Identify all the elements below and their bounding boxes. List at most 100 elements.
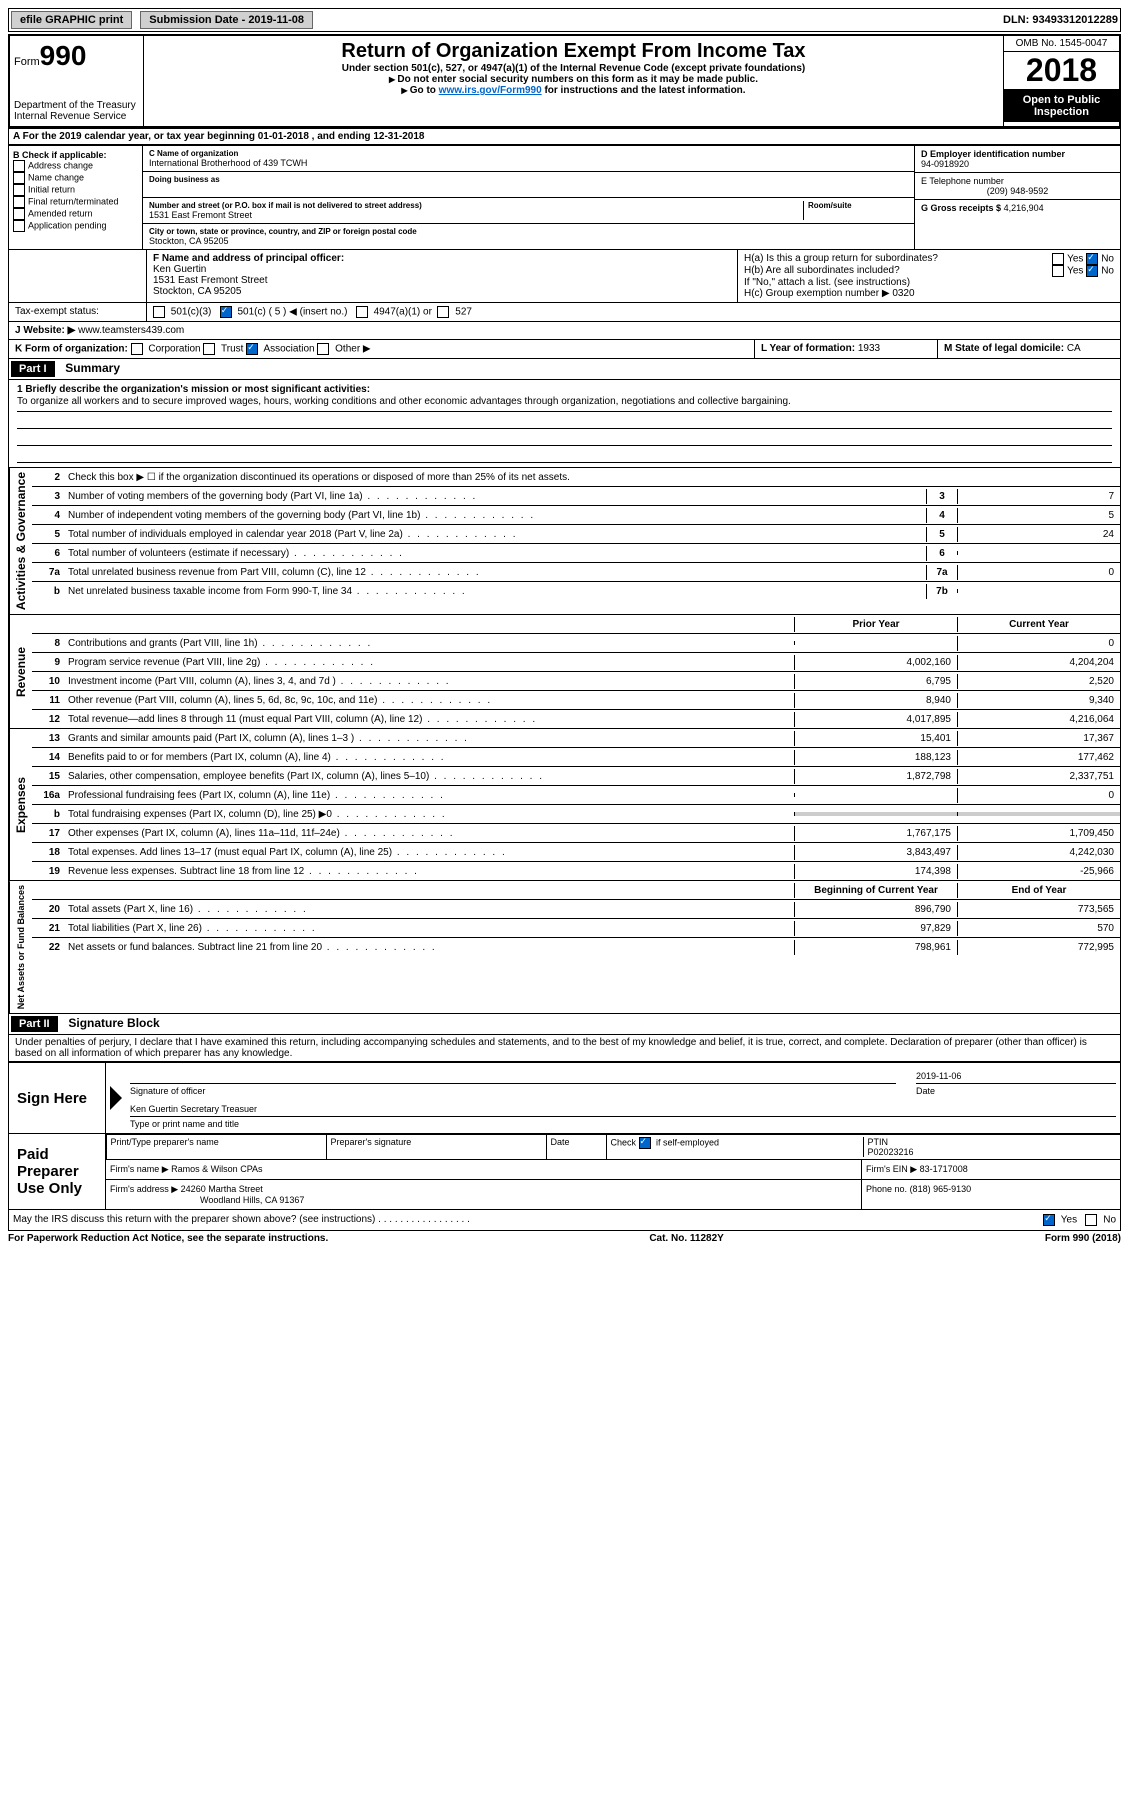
ha-yes: Yes <box>1067 254 1083 265</box>
main-info-block: B Check if applicable: Address change Na… <box>8 145 1121 250</box>
line-num: 16a <box>32 788 64 803</box>
current-value: -25,966 <box>957 864 1120 879</box>
current-value: 4,204,204 <box>957 655 1120 670</box>
sig-officer-label: Signature of officer <box>130 1086 896 1096</box>
prior-year-header: Prior Year <box>794 617 957 632</box>
mission-label: 1 Briefly describe the organization's mi… <box>17 384 370 395</box>
line-desc: Professional fundraising fees (Part IX, … <box>64 788 794 803</box>
prior-value: 3,843,497 <box>794 845 957 860</box>
chk-ha-yes[interactable] <box>1052 253 1064 265</box>
current-value: 4,216,064 <box>957 712 1120 727</box>
chk-527[interactable] <box>437 306 449 318</box>
form-word: Form <box>14 56 40 68</box>
domicile-label: M State of legal domicile: <box>944 343 1064 354</box>
current-value: 1,709,450 <box>957 826 1120 841</box>
submission-date-button[interactable]: Submission Date - 2019-11-08 <box>140 11 313 29</box>
chk-corp[interactable] <box>131 343 143 355</box>
year-form-label: L Year of formation: <box>761 343 855 354</box>
line-desc: Total liabilities (Part X, line 26) <box>64 921 794 936</box>
table-row: 15 Salaries, other compensation, employe… <box>32 767 1120 786</box>
chk-501c3[interactable] <box>153 306 165 318</box>
line-num: 9 <box>32 655 64 670</box>
chk-hb-yes[interactable] <box>1052 265 1064 277</box>
part2-header: Part II Signature Block <box>8 1014 1121 1035</box>
table-row: 7a Total unrelated business revenue from… <box>32 563 1120 582</box>
chk-hb-no[interactable] <box>1086 265 1098 277</box>
line-num: b <box>32 807 64 822</box>
prior-value: 8,940 <box>794 693 957 708</box>
current-value: 570 <box>957 921 1120 936</box>
table-row: 14 Benefits paid to or for members (Part… <box>32 748 1120 767</box>
cat-no: Cat. No. 11282Y <box>649 1233 723 1244</box>
name-title-label: Type or print name and title <box>130 1119 1116 1129</box>
chk-name-change[interactable] <box>13 172 25 184</box>
irs-link[interactable]: www.irs.gov/Form990 <box>439 85 542 96</box>
line-value: 0 <box>957 565 1120 580</box>
footer: For Paperwork Reduction Act Notice, see … <box>8 1231 1121 1246</box>
line-desc: Total number of volunteers (estimate if … <box>64 546 926 561</box>
klm-row: K Form of organization: Corporation Trus… <box>8 340 1121 359</box>
line-box: 3 <box>926 489 957 504</box>
line-num: 7a <box>32 565 64 580</box>
discuss-label: May the IRS discuss this return with the… <box>13 1214 375 1225</box>
line-desc: Number of voting members of the governin… <box>64 489 926 504</box>
line-num: 22 <box>32 940 64 955</box>
table-row: 17 Other expenses (Part IX, column (A), … <box>32 824 1120 843</box>
part2-tag: Part II <box>11 1016 58 1032</box>
officer-label: F Name and address of principal officer: <box>153 253 344 264</box>
paid-preparer-label: Paid Preparer Use Only <box>9 1134 106 1209</box>
table-row: 18 Total expenses. Add lines 13–17 (must… <box>32 843 1120 862</box>
firm-addr2: Woodland Hills, CA 91367 <box>200 1195 304 1205</box>
chk-trust[interactable] <box>203 343 215 355</box>
form-version: Form 990 (2018) <box>1045 1233 1121 1244</box>
chk-discuss-no[interactable] <box>1085 1214 1097 1226</box>
form-sub1: Under section 501(c), 527, or 4947(a)(1)… <box>148 63 999 74</box>
line-value: 7 <box>957 489 1120 504</box>
opt-501c: 501(c) ( 5 ) ◀ (insert no.) <box>237 307 347 318</box>
line-desc: Other expenses (Part IX, column (A), lin… <box>64 826 794 841</box>
dln-label: DLN: 93493312012289 <box>1003 14 1118 26</box>
chk-501c[interactable] <box>220 306 232 318</box>
chk-assoc[interactable] <box>246 343 258 355</box>
chk-application-pending[interactable] <box>13 220 25 232</box>
governance-label: Activities & Governance <box>9 468 32 614</box>
form-org-label: K Form of organization: <box>15 344 128 355</box>
omb-number: OMB No. 1545-0047 <box>1004 36 1119 52</box>
expenses-label: Expenses <box>9 729 32 880</box>
self-employed-text: if self-employed <box>654 1137 720 1147</box>
chk-other[interactable] <box>317 343 329 355</box>
line-desc: Revenue less expenses. Subtract line 18 … <box>64 864 794 879</box>
opt-527: 527 <box>455 307 472 318</box>
line-desc: Other revenue (Part VIII, column (A), li… <box>64 693 794 708</box>
chk-discuss-yes[interactable] <box>1043 1214 1055 1226</box>
efile-print-button[interactable]: efile GRAPHIC print <box>11 11 132 29</box>
governance-section: Activities & Governance 2 Check this box… <box>8 468 1121 615</box>
chk-amended-return[interactable] <box>13 208 25 220</box>
chk-address-change[interactable] <box>13 160 25 172</box>
ein-value: 94-0918920 <box>921 159 1114 169</box>
opt-final-return: Final return/terminated <box>28 196 119 206</box>
chk-initial-return[interactable] <box>13 184 25 196</box>
end-year-header: End of Year <box>957 883 1120 898</box>
chk-4947[interactable] <box>356 306 368 318</box>
box-c: C Name of organization International Bro… <box>143 146 914 249</box>
line-value <box>957 589 1120 593</box>
phone-value: (209) 948-9592 <box>921 186 1114 196</box>
firm-name-label: Firm's name ▶ <box>110 1164 169 1174</box>
line-value <box>957 551 1120 555</box>
opt-4947: 4947(a)(1) or <box>374 307 432 318</box>
prior-value <box>794 641 957 645</box>
sig-date-value: 2019-11-06 <box>916 1069 1116 1084</box>
prior-value <box>794 812 957 816</box>
line2-text: Check this box ▶ ☐ if the organization d… <box>64 470 1120 485</box>
ptin-label: PTIN <box>868 1137 889 1147</box>
chk-final-return[interactable] <box>13 196 25 208</box>
chk-self-employed[interactable] <box>639 1137 651 1149</box>
line-num: 18 <box>32 845 64 860</box>
tax-exempt-label: Tax-exempt status: <box>9 303 147 321</box>
current-year-header: Current Year <box>957 617 1120 632</box>
year-form-value: 1933 <box>858 343 880 354</box>
prior-value: 896,790 <box>794 902 957 917</box>
line-num: 8 <box>32 636 64 651</box>
line-desc: Total number of individuals employed in … <box>64 527 926 542</box>
